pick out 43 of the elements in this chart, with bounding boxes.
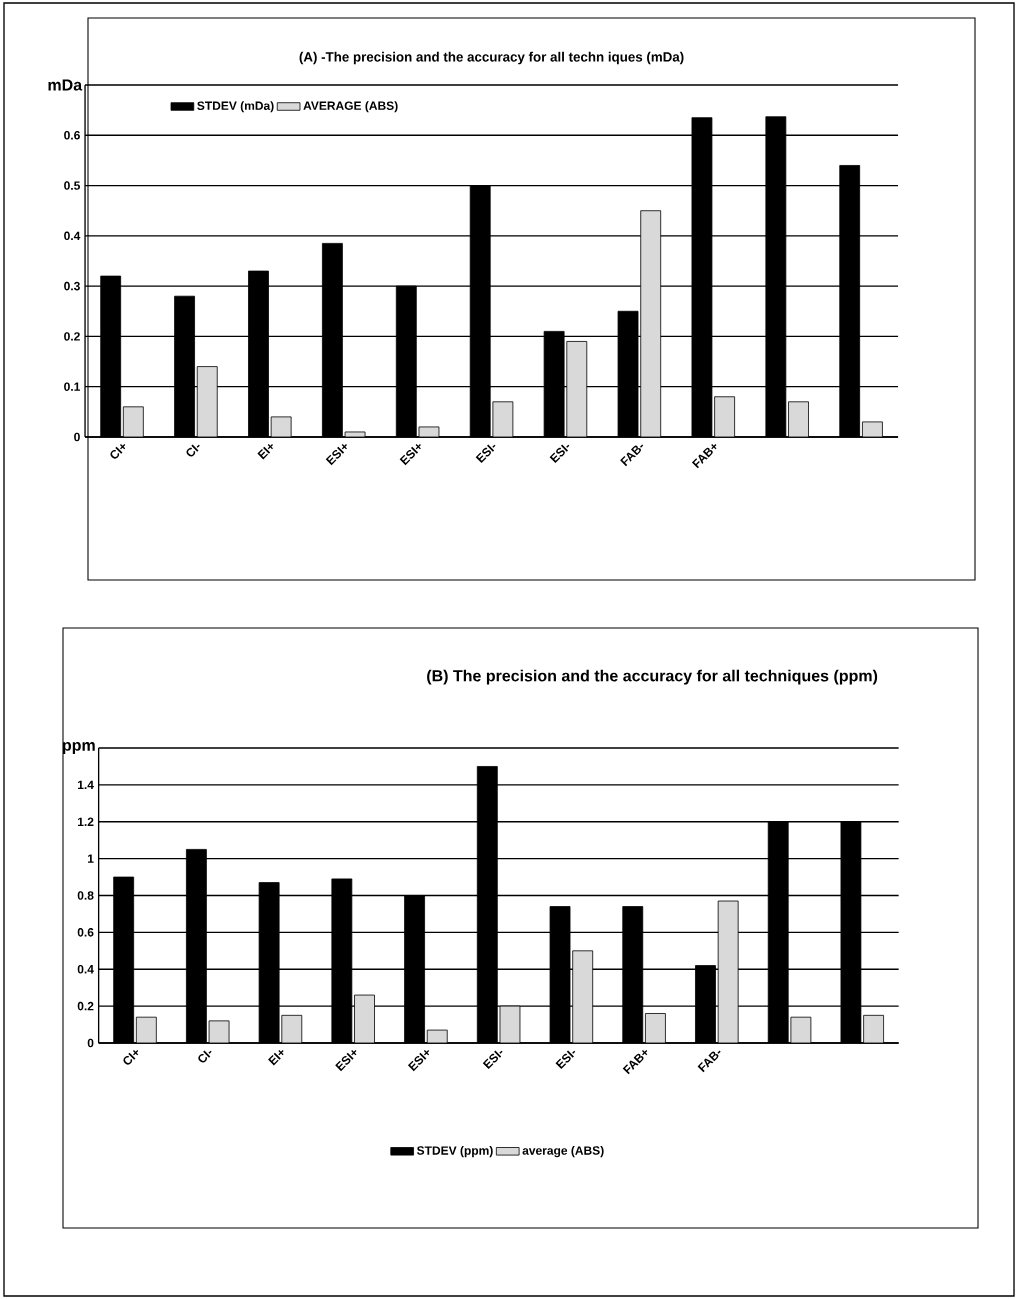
y-tick-label: 0.2 (64, 332, 80, 341)
y-tick-label: 0.6 (77, 928, 94, 937)
x-tick-label: CI- (186, 444, 200, 457)
x-tick-label: ESI- (555, 1050, 576, 1070)
y-tick-label: 0 (87, 1038, 94, 1048)
y-tick-label: 1 (88, 854, 94, 863)
x-tick-label: ESI- (475, 444, 496, 463)
legend-label: AVERAGE (ABS) (303, 101, 398, 113)
y-tick-label: 0.4 (64, 231, 81, 241)
bar (788, 401, 809, 437)
bar (714, 396, 736, 437)
bar (640, 210, 662, 437)
bar (196, 366, 218, 437)
y-axis-title: mDa (48, 79, 83, 91)
x-tick-label: ESI- (549, 444, 570, 463)
x-tick-label: CI- (198, 1050, 212, 1063)
x-tick-label: CI+ (110, 444, 126, 459)
legend-label: STDEV (mDa) (197, 101, 274, 113)
x-tick-label: ESI- (482, 1050, 503, 1070)
y-tick-label: 0.4 (77, 964, 94, 974)
x-tick-label: CI+ (123, 1050, 139, 1065)
x-tick-label: EI+ (268, 1050, 284, 1066)
y-tick-label: 0.1 (64, 382, 80, 391)
bar (717, 900, 739, 1043)
y-tick-label: 1.2 (78, 817, 94, 826)
bar (645, 1013, 666, 1043)
bar (354, 994, 375, 1043)
legend-label: STDEV (ppm) (416, 1145, 493, 1158)
chart-title: (B) The precision and the accuracy for all techniques (ppm) (427, 669, 878, 685)
y-tick-label: 0.3 (64, 281, 80, 291)
bar (572, 950, 594, 1043)
y-tick-label: 0.8 (77, 891, 94, 900)
y-tick-label: 0.2 (77, 1001, 94, 1011)
y-tick-label: 0 (74, 432, 80, 442)
x-tick-label: EI+ (257, 444, 273, 460)
y-tick-label: 0.5 (64, 181, 80, 190)
y-tick-label: 0.6 (64, 131, 80, 140)
bar (122, 406, 144, 437)
y-axis-title: ppm (62, 742, 95, 754)
y-tick-label: 1.4 (78, 780, 94, 789)
bar (566, 341, 588, 437)
legend-label: average (ABS) (522, 1145, 604, 1158)
chart-title: (A) -The precision and the accuracy for all techn iques (mDa) (299, 51, 684, 65)
